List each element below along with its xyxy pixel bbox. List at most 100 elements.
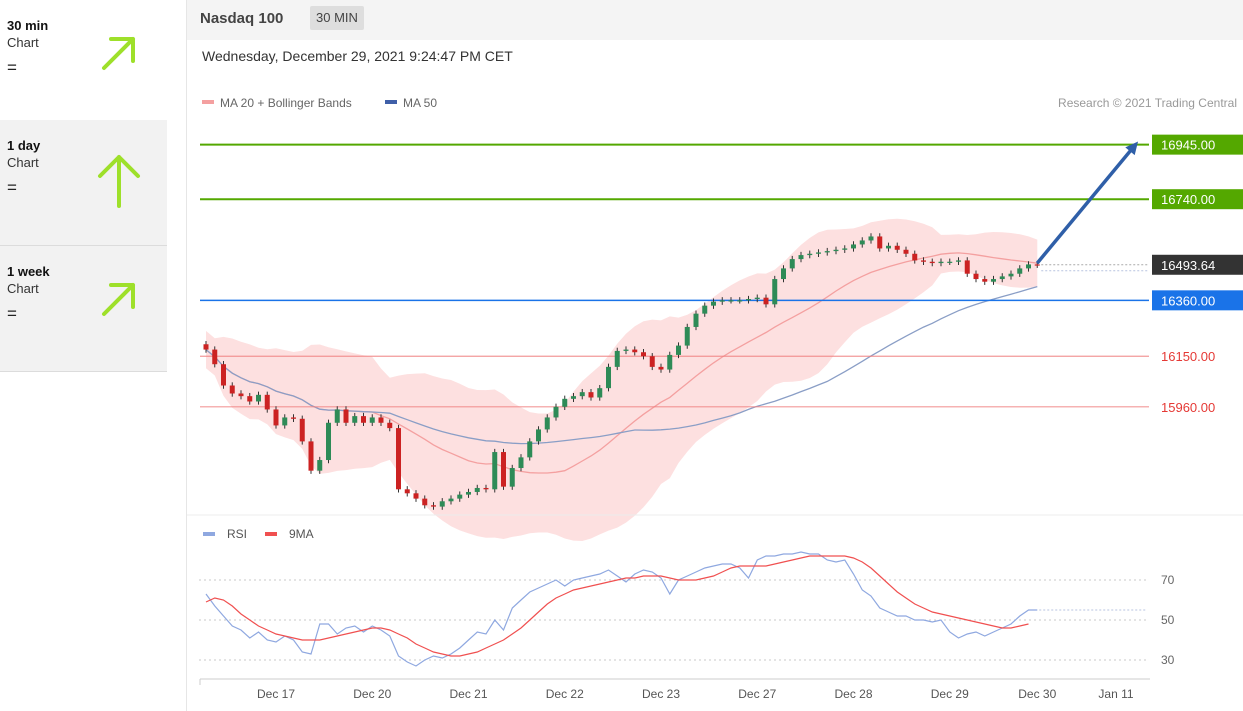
sidebar-item-1week[interactable]: 1 week Chart = xyxy=(0,246,167,372)
candle-body xyxy=(894,245,900,250)
candle-body xyxy=(929,261,935,264)
rating-value: = xyxy=(7,178,17,197)
candle-body xyxy=(448,498,454,502)
x-tick-label: Dec 30 xyxy=(1018,687,1056,701)
last-price-tag xyxy=(1152,254,1243,275)
candle-body xyxy=(956,260,961,262)
candle-body xyxy=(501,452,506,487)
candle-body xyxy=(361,416,366,423)
timeframe-button[interactable]: 30 MIN xyxy=(310,6,364,30)
candle-body xyxy=(938,261,944,264)
legend-swatch xyxy=(265,532,277,536)
candle-body xyxy=(964,260,970,274)
legend-swatch xyxy=(385,100,397,104)
candle-body xyxy=(798,255,804,260)
candle-body xyxy=(632,349,638,353)
candle-body xyxy=(728,300,734,302)
candle-body xyxy=(737,300,743,302)
level-tag xyxy=(1152,189,1243,210)
candle-body xyxy=(291,417,296,419)
candle-body xyxy=(562,398,568,407)
sidebar-item-30min[interactable]: 30 min Chart = xyxy=(0,0,167,125)
candle-body xyxy=(781,268,786,280)
candle-body xyxy=(203,344,209,350)
sidebar-item-1day[interactable]: 1 day Chart = xyxy=(0,120,167,246)
candle-body xyxy=(886,245,891,249)
candle-body xyxy=(457,494,463,499)
chart-credit: Research © 2021 Trading Central xyxy=(1058,96,1237,110)
x-tick-label: Dec 21 xyxy=(449,687,487,701)
instrument-title: Nasdaq 100 xyxy=(200,10,284,27)
candle-body xyxy=(606,366,611,389)
candle-body xyxy=(684,326,690,346)
last-price-label: 16493.64 xyxy=(1161,258,1215,273)
rating-value: = xyxy=(7,58,17,77)
candle-body xyxy=(833,249,839,252)
candle-body xyxy=(536,429,541,442)
x-tick-label: Dec 22 xyxy=(546,687,584,701)
candle-body xyxy=(719,300,725,302)
projection-arrowhead xyxy=(1125,141,1139,156)
candle-body xyxy=(483,487,489,490)
candle-body xyxy=(579,392,585,397)
candle-body xyxy=(623,349,629,351)
candle-body xyxy=(824,251,830,253)
candle-body xyxy=(991,279,996,282)
candle-body xyxy=(693,313,699,327)
legend-label: RSI xyxy=(227,527,247,541)
x-tick-label: Dec 17 xyxy=(257,687,295,701)
candle-body xyxy=(413,493,419,499)
candle-body xyxy=(439,501,445,507)
candle-body xyxy=(544,417,550,430)
arrow-up-icon xyxy=(98,155,140,208)
candle-body xyxy=(518,457,524,469)
rating-value: = xyxy=(7,304,17,323)
candle-body xyxy=(807,253,813,256)
sidebar: 30 min Chart = 1 day Chart = 1 week Char… xyxy=(0,0,167,711)
level-label: 16150.00 xyxy=(1161,349,1215,364)
candle-body xyxy=(334,409,340,423)
timeframe-name: 30 min xyxy=(7,18,49,33)
candle-body xyxy=(912,253,918,261)
candle-body xyxy=(308,441,314,471)
level-label: 15960.00 xyxy=(1161,400,1215,415)
candle-body xyxy=(431,505,436,507)
candle-body xyxy=(982,279,988,282)
x-tick-label: Dec 29 xyxy=(931,687,969,701)
legend-label: MA 20 + Bollinger Bands xyxy=(220,96,352,110)
candle-body xyxy=(492,452,498,490)
candle-body xyxy=(877,236,883,249)
candle-body xyxy=(396,428,401,490)
candle-body xyxy=(763,297,769,305)
candle-body xyxy=(422,498,428,506)
rsi-tick-label: 50 xyxy=(1161,613,1175,627)
price-chart[interactable]: MA 20 + Bollinger Bands MA 50 Research © 2… xyxy=(187,0,1243,711)
candle-body xyxy=(387,422,393,429)
timeframe-sub: Chart xyxy=(7,281,39,296)
rsi-ma-line xyxy=(205,555,1029,657)
candle-body xyxy=(754,297,760,300)
candle-body xyxy=(404,489,410,494)
level-label: 16945.00 xyxy=(1161,138,1215,153)
candle-body xyxy=(588,392,594,398)
candle-body xyxy=(772,279,778,305)
candle-body xyxy=(326,422,331,461)
candle-body xyxy=(343,409,349,423)
timeframe-name: 1 week xyxy=(7,264,50,279)
bollinger-band xyxy=(206,218,1038,542)
candle-body xyxy=(509,468,515,487)
candle-body xyxy=(378,417,384,423)
candle-body xyxy=(746,299,751,301)
rsi-tick-label: 70 xyxy=(1161,573,1175,587)
candle-body xyxy=(903,249,909,254)
candle-body xyxy=(859,240,865,245)
candle-body xyxy=(676,345,681,355)
rsi-line xyxy=(205,551,1038,667)
arrow-up-right-icon xyxy=(102,37,135,70)
timeframe-sub: Chart xyxy=(7,155,39,170)
chart-header: Nasdaq 100 30 MIN xyxy=(187,0,1243,40)
candle-body xyxy=(229,385,235,394)
candle-body xyxy=(1026,264,1031,269)
panel-divider xyxy=(186,0,187,711)
candle-body xyxy=(702,305,708,314)
